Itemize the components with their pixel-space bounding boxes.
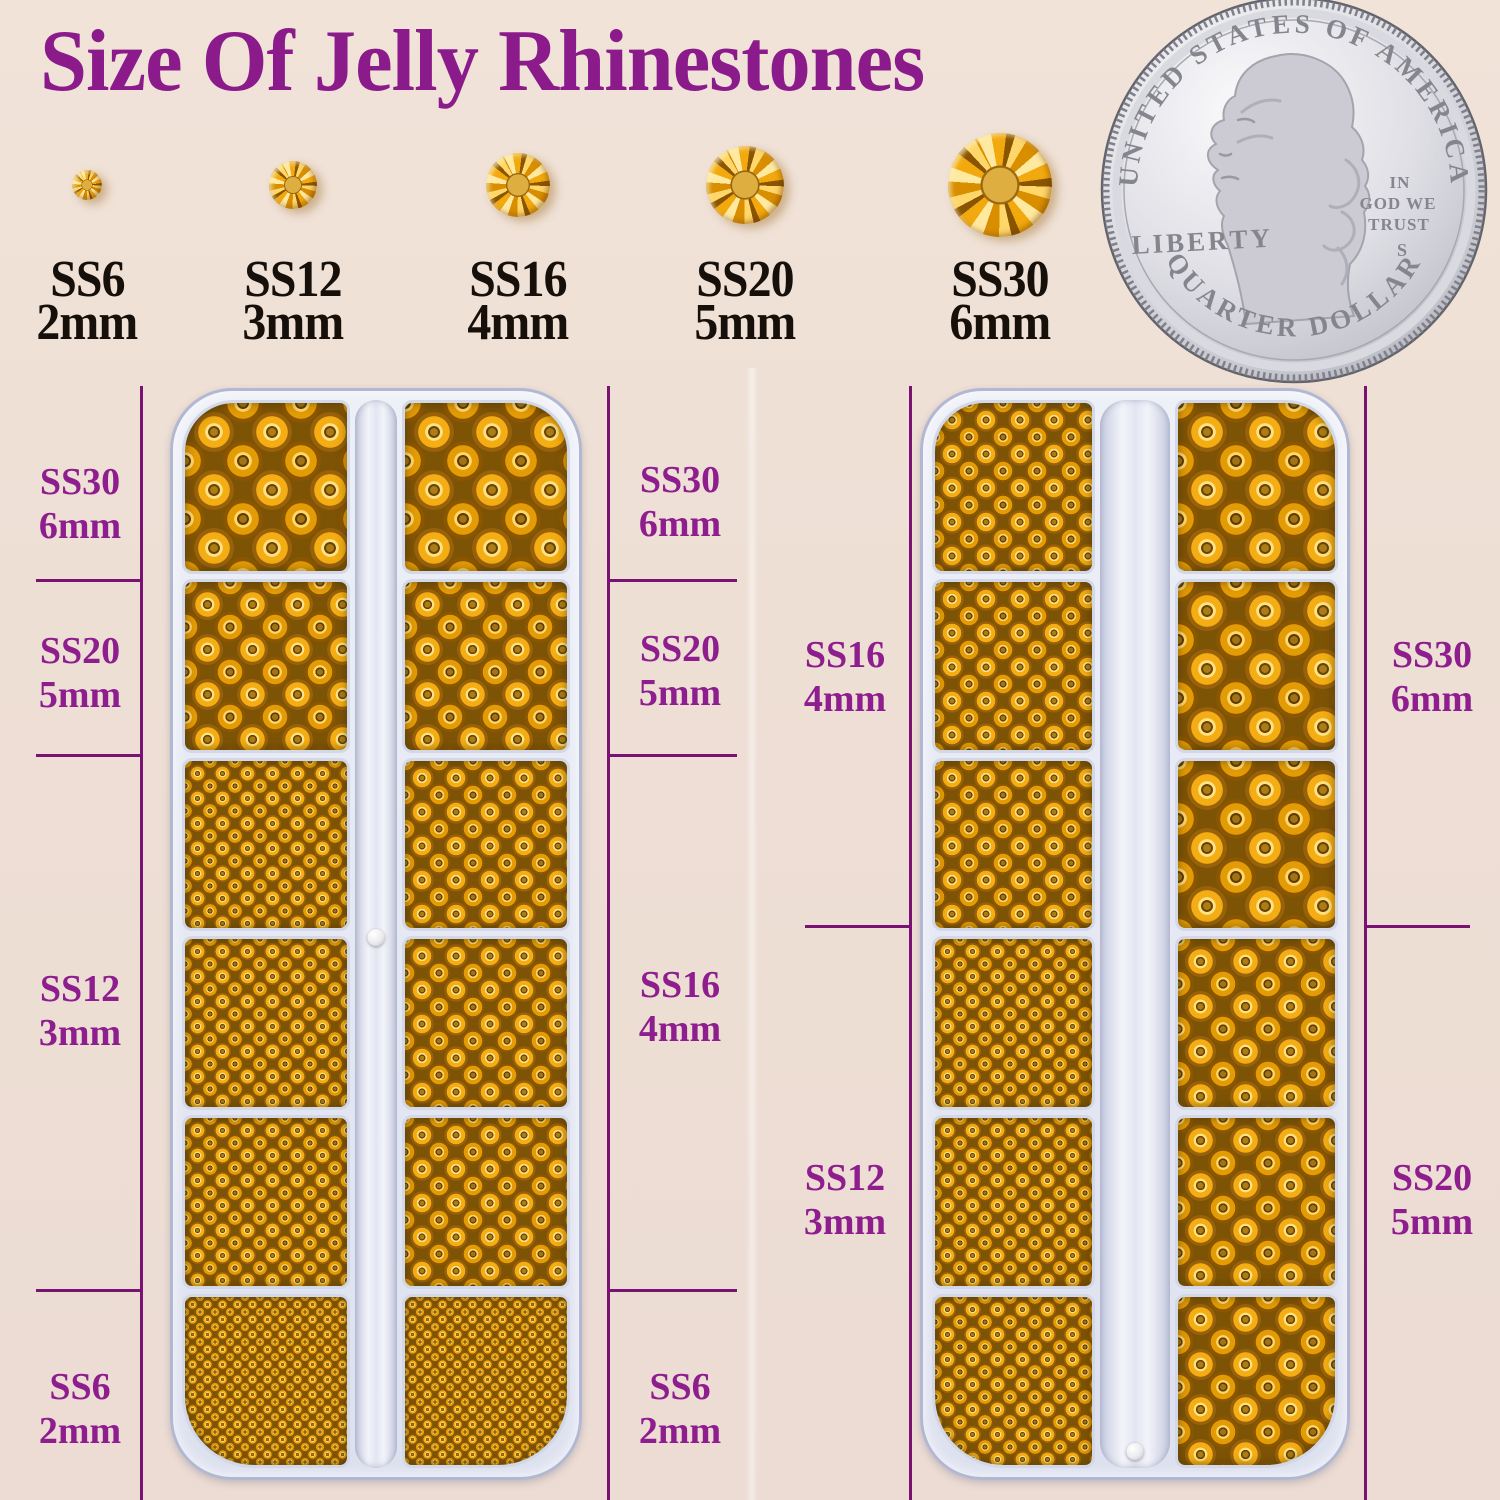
compartment-ss16 <box>932 578 1095 753</box>
pearl-bead-icon <box>367 929 385 946</box>
size-mm-label: 3mm <box>242 294 345 351</box>
coin-mint-mark: S <box>1397 240 1407 260</box>
size-sample-ss16: SS16 4mm <box>408 120 628 351</box>
label-leftbox-left-ss12: SS12 3mm <box>38 968 122 1054</box>
coin-liberty-text: LIBERTY <box>1131 223 1274 260</box>
compartment-ss30 <box>1175 400 1338 574</box>
coin-rim <box>1112 8 1476 372</box>
box-column <box>402 400 570 1468</box>
box-divider <box>1100 400 1170 1468</box>
washington-profile <box>1207 53 1371 326</box>
compartment-ss6 <box>402 1294 570 1468</box>
compartment-ss12 <box>182 757 350 932</box>
label-rightbox-right-ss20: SS20 5mm <box>1390 1157 1474 1243</box>
label-rightbox-left-ss16: SS16 4mm <box>803 634 887 720</box>
rhinestone-sample-ss12-icon <box>262 154 324 216</box>
label-leftbox-right-ss30: SS30 6mm <box>638 459 722 545</box>
size-code-label: SS16 <box>469 251 567 308</box>
compartment-ss20 <box>1175 1294 1338 1468</box>
size-mm-label: 6mm <box>949 294 1052 351</box>
stone-wrap <box>934 119 1066 251</box>
label-leftbox-left-ss30: SS30 6mm <box>38 461 122 547</box>
compartment-ss16 <box>402 1115 570 1290</box>
size-sample-ss20: SS20 5mm <box>635 120 855 351</box>
compartment-ss30 <box>1175 757 1338 932</box>
rhinestone-box-left <box>170 388 582 1480</box>
compartment-ss16 <box>932 757 1095 932</box>
ruler-vline-mid-left <box>607 386 610 1500</box>
stone-wrap <box>262 120 324 250</box>
label-rightbox-left-ss12: SS12 3mm <box>803 1157 887 1243</box>
rhinestone-sample-ss6-icon <box>68 166 106 204</box>
size-sample-ss12: SS12 3mm <box>183 120 403 351</box>
ruler-tick <box>1366 925 1470 928</box>
size-sample-ss30: SS30 6mm <box>890 119 1110 351</box>
coin-motto-text: IN GOD WE TRUST <box>1359 173 1436 234</box>
ruler-tick <box>36 1289 142 1292</box>
rhinestone-box-right <box>920 388 1350 1480</box>
compartment-ss30 <box>1175 578 1338 753</box>
compartment-ss20 <box>1175 936 1338 1111</box>
compartment-ss20 <box>182 578 350 753</box>
compartment-ss6 <box>182 1294 350 1468</box>
svg-text:TRUST: TRUST <box>1368 215 1430 234</box>
svg-text:IN: IN <box>1390 173 1411 192</box>
ruler-tick <box>609 579 737 582</box>
quarter-coin: UNITED STATES OF AMERICA LIBERTY IN GOD … <box>1100 0 1488 384</box>
compartment-ss30 <box>402 400 570 574</box>
compartment-ss16 <box>402 757 570 932</box>
compartment-ss12 <box>932 1115 1095 1290</box>
size-code-label: SS12 <box>244 251 342 308</box>
ruler-vline-far-right <box>1364 386 1367 1500</box>
size-mm-label: 4mm <box>467 294 570 351</box>
compartment-ss16 <box>932 400 1095 574</box>
compartment-ss12 <box>182 1115 350 1290</box>
size-code-label: SS30 <box>951 251 1049 308</box>
ruler-tick <box>609 754 737 757</box>
rhinestone-sample-ss16-icon <box>477 144 559 226</box>
size-mm-label: 5mm <box>694 294 797 351</box>
box-column <box>182 400 350 1468</box>
box-column <box>1175 400 1338 1468</box>
size-mm-label: 2mm <box>36 294 139 351</box>
compartment-ss16 <box>402 936 570 1111</box>
ruler-tick <box>609 1289 737 1292</box>
label-leftbox-left-ss20: SS20 5mm <box>38 630 122 716</box>
ruler-vline-mid-right <box>909 386 912 1500</box>
box-divider <box>355 400 397 1468</box>
rhinestone-sample-ss30-icon <box>934 119 1066 251</box>
size-sample-ss6: SS6 2mm <box>0 120 197 351</box>
svg-text:GOD WE: GOD WE <box>1359 194 1436 213</box>
ruler-vline-far-left <box>140 386 143 1500</box>
label-rightbox-right-ss30: SS30 6mm <box>1390 634 1474 720</box>
ruler-tick <box>36 579 142 582</box>
rhinestone-sample-ss20-icon <box>695 135 795 235</box>
stone-wrap <box>695 120 795 250</box>
coin-reeded-edge <box>1102 0 1486 382</box>
compartment-ss20 <box>1175 1115 1338 1290</box>
compartment-ss20 <box>402 578 570 753</box>
stone-wrap <box>477 120 559 250</box>
ruler-tick <box>36 754 142 757</box>
label-leftbox-left-ss6: SS6 2mm <box>38 1366 122 1452</box>
compartment-ss12 <box>932 936 1095 1111</box>
box-column <box>932 400 1095 1468</box>
compartment-ss12 <box>182 936 350 1111</box>
label-leftbox-right-ss16: SS16 4mm <box>638 964 722 1050</box>
compartment-ss30 <box>182 400 350 574</box>
label-leftbox-right-ss6: SS6 2mm <box>638 1366 722 1452</box>
size-code-label: SS20 <box>696 251 794 308</box>
photo-seam <box>746 368 758 1500</box>
label-leftbox-right-ss20: SS20 5mm <box>638 628 722 714</box>
stone-wrap <box>68 120 106 250</box>
ruler-tick <box>805 925 912 928</box>
size-code-label: SS6 <box>49 251 125 308</box>
pearl-bead-icon <box>1126 1443 1144 1460</box>
page-title: Size Of Jelly Rhinestones <box>40 13 925 110</box>
compartment-ss12 <box>932 1294 1095 1468</box>
